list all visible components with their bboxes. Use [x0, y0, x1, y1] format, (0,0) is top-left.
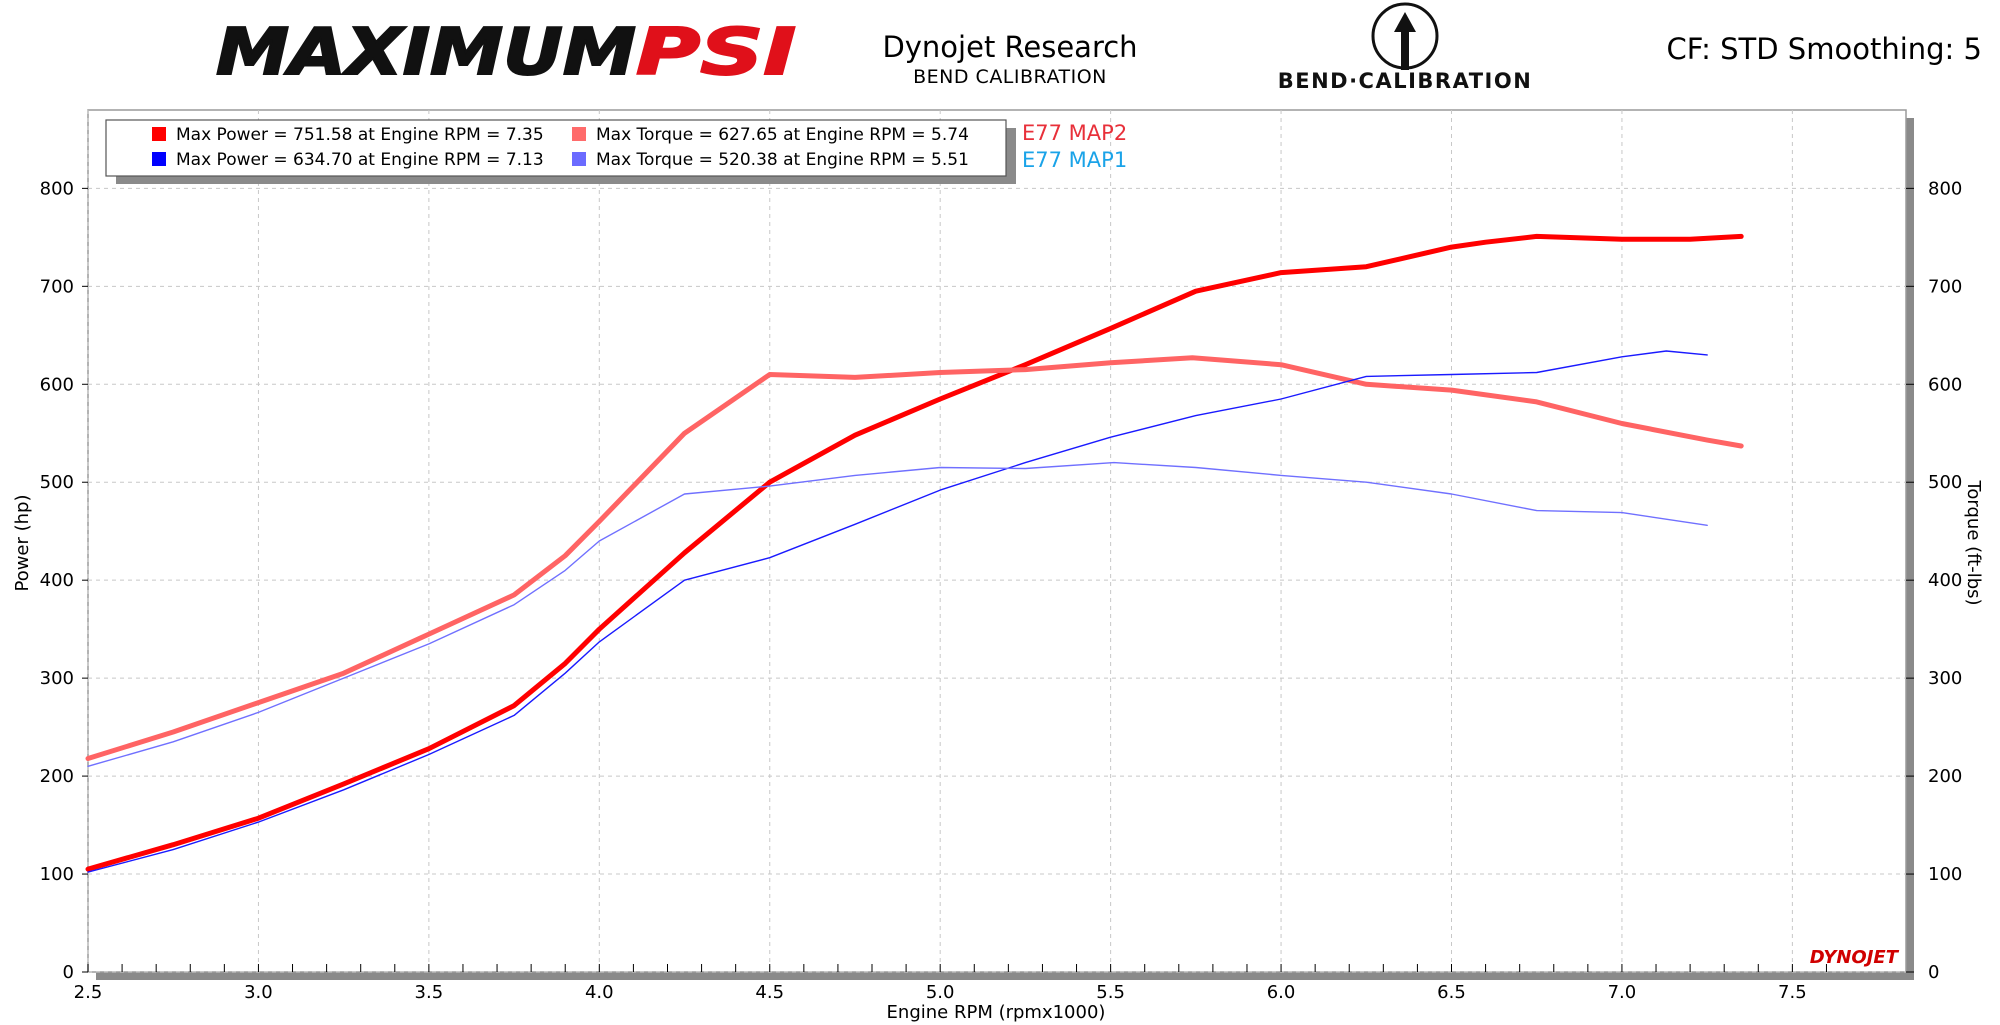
y-tick-label: 100 [40, 864, 74, 885]
x-tick-label: 7.0 [1608, 982, 1637, 1003]
x-tick-label: 2.5 [74, 982, 103, 1003]
y2-axis-label: Torque (ft-lbs) [1963, 479, 1984, 605]
x-tick-label: 5.5 [1096, 982, 1125, 1003]
arrow-up-icon [1394, 12, 1416, 70]
series-line-e77-map2-power [85, 233, 1744, 872]
run-label-map1: E77 MAP1 [1022, 148, 1127, 172]
bend-calibration-logo: BEND·CALIBRATION [1278, 2, 1533, 93]
y-tick-label: 600 [40, 374, 74, 395]
logo-maximum-text: MAXIMUM [216, 16, 636, 90]
settings-readout: CF: STD Smoothing: 5 [1666, 32, 1982, 66]
legend-entry-map2-torque: Max Torque = 627.65 at Engine RPM = 5.74 [596, 125, 969, 145]
dynojet-watermark: DYNOJET [1810, 947, 1900, 968]
maximum-psi-logo: MAXIMUM PSI [215, 15, 797, 91]
y2-tick-label: 500 [1928, 472, 1962, 493]
y2-axis-ticks: 0 100 200 300 400 500 600 700 800 [1906, 178, 1962, 983]
y2-tick-label: 300 [1928, 668, 1962, 689]
y2-tick-label: 200 [1928, 766, 1962, 787]
y2-tick-label: 600 [1928, 374, 1962, 395]
x-tick-label: 6.5 [1437, 982, 1466, 1003]
run-label-map2: E77 MAP2 [1022, 121, 1127, 145]
report-title: Dynojet Research [882, 30, 1138, 64]
y-tick-label: 800 [40, 178, 74, 199]
legend-entry-map2-power: Max Power = 751.58 at Engine RPM = 7.35 [176, 125, 544, 145]
y-tick-label: 300 [40, 668, 74, 689]
series-line-e77-map1-power [87, 350, 1708, 873]
y-tick-label: 700 [40, 276, 74, 297]
legend-box [105, 119, 1007, 177]
logo-psi-text: PSI [636, 16, 796, 90]
y-axis-label: Power (hp) [12, 494, 33, 591]
legend-entry-map1-torque: Max Torque = 520.38 at Engine RPM = 5.51 [596, 150, 969, 170]
plot-frame [87, 109, 1907, 973]
x-tick-label: 3.0 [244, 982, 273, 1003]
legend-swatch-map1-power [152, 152, 166, 166]
y2-tick-label: 0 [1928, 962, 1939, 983]
y-tick-label: 400 [40, 570, 74, 591]
x-tick-label: 3.5 [415, 982, 444, 1003]
y2-tick-label: 800 [1928, 178, 1962, 199]
header-center: Dynojet Research BEND CALIBRATION [880, 30, 1140, 90]
y-tick-label: 500 [40, 472, 74, 493]
x-tick-label: 4.0 [585, 982, 614, 1003]
y2-tick-label: 700 [1928, 276, 1962, 297]
gridlines [87, 110, 1906, 973]
y2-tick-label: 400 [1928, 570, 1962, 591]
x-tick-label: 6.0 [1267, 982, 1296, 1003]
series-line-e77-map2-torque [85, 355, 1744, 761]
legend-swatch-map2-power [152, 127, 166, 141]
legend-swatch-map2-torque [572, 127, 586, 141]
series-lines [85, 233, 1744, 873]
legend-swatch-map1-torque [572, 152, 586, 166]
x-axis-label: Engine RPM (rpmx1000) [887, 1002, 1106, 1023]
legend-entry-map1-power: Max Power = 634.70 at Engine RPM = 7.13 [176, 150, 544, 170]
y2-tick-label: 100 [1928, 864, 1962, 885]
x-tick-label: 5.0 [926, 982, 955, 1003]
y-tick-label: 0 [63, 962, 74, 983]
y-axis-ticks: 0 100 200 300 400 500 600 700 800 [40, 178, 88, 983]
x-tick-label: 4.5 [755, 982, 784, 1003]
y-tick-label: 200 [40, 766, 74, 787]
bend-calibration-text: BEND·CALIBRATION [1278, 69, 1533, 93]
x-tick-label: 7.5 [1778, 982, 1807, 1003]
x-axis-ticks: 2.5 3.0 3.5 4.0 4.5 5.0 5.5 6.0 6.5 7.0 7.5 [74, 964, 1827, 1003]
series-line-e77-map1-torque [87, 461, 1708, 767]
report-subtitle: BEND CALIBRATION [913, 66, 1107, 88]
